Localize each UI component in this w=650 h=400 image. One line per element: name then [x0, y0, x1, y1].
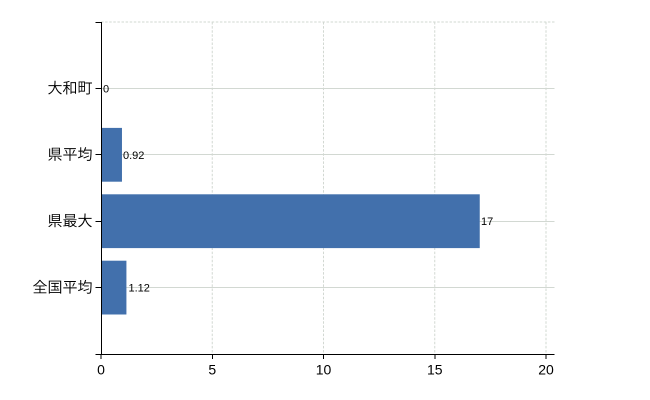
svg-text:20: 20	[538, 362, 554, 378]
svg-text:0: 0	[103, 83, 109, 95]
svg-text:1.12: 1.12	[129, 283, 150, 295]
svg-text:15: 15	[427, 362, 443, 378]
svg-text:0: 0	[97, 362, 105, 378]
svg-text:5: 5	[208, 362, 216, 378]
svg-text:0.92: 0.92	[123, 150, 144, 162]
svg-text:17: 17	[481, 216, 493, 228]
svg-text:10: 10	[316, 362, 332, 378]
